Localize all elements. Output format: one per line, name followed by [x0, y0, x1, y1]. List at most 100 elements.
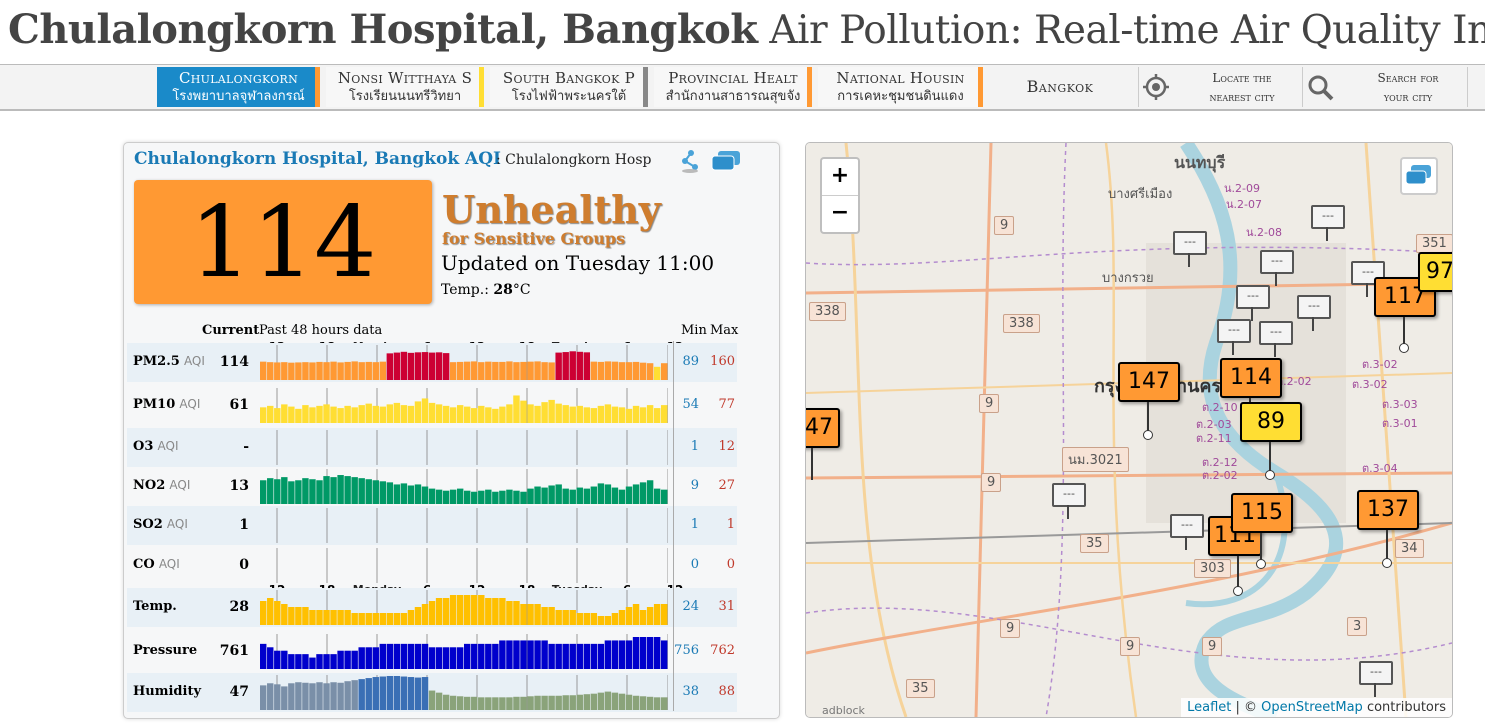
chart-bar — [295, 654, 302, 669]
chart-bar — [471, 595, 478, 625]
chart-bar — [520, 640, 527, 669]
marker-text: --- — [1260, 250, 1294, 274]
chart-bar — [393, 484, 401, 504]
chart-bar — [351, 650, 358, 669]
chart-bar — [379, 361, 387, 380]
history-chart — [260, 675, 668, 710]
nav-station-2[interactable]: South Bangkok P โรงไฟฟ้าพระนครใต้ — [490, 67, 648, 107]
chart-bar — [520, 361, 527, 380]
marker-value: 114 — [1220, 358, 1282, 398]
chart-bar — [639, 407, 647, 423]
chart-bar — [386, 482, 394, 504]
chart-bar — [485, 643, 492, 669]
chart-bar — [344, 650, 351, 669]
chart-bar — [414, 607, 422, 625]
district-label: ต.2-02 — [1276, 375, 1312, 388]
chart-bar — [435, 647, 443, 669]
row-current: 0 — [239, 557, 249, 573]
layers-icon[interactable] — [710, 149, 742, 173]
chart-bar — [358, 679, 365, 710]
chart-bar — [492, 361, 499, 380]
marker-dot — [1233, 586, 1243, 596]
chart-bar — [464, 643, 471, 669]
chart-bar — [421, 677, 429, 710]
route-shield: นม.3021 — [1062, 447, 1129, 472]
row-label-name: PM2.5 — [133, 354, 180, 369]
marker-dot — [1382, 558, 1392, 568]
chart-bar — [274, 684, 281, 710]
chart-bar — [407, 677, 415, 710]
chart-bar — [365, 647, 372, 669]
chart-bar — [660, 405, 668, 423]
nav-station-0[interactable]: Chulalongkorn โรงพยาบาลจุฬาลงกรณ์ — [157, 67, 320, 107]
row-max: 77 — [718, 397, 735, 412]
chart-bar — [569, 695, 576, 710]
chart-bar — [421, 398, 429, 423]
chart-bar — [541, 402, 548, 423]
row-label: SO2 AQI — [133, 517, 188, 532]
chart-bar — [597, 361, 605, 380]
nav-city-bangkok[interactable]: Bangkok — [985, 67, 1135, 107]
chart-bar — [562, 488, 569, 504]
chart-bar — [513, 395, 520, 423]
zoom-out-button[interactable]: − — [830, 200, 850, 225]
chart-bar — [618, 640, 626, 669]
aqi-level-sub: for Sensitive Groups — [442, 229, 626, 248]
chart-bar — [456, 696, 464, 710]
station-nav: Chulalongkorn โรงพยาบาลจุฬาลงกรณ์ Nonsi … — [0, 64, 1485, 111]
chart-bar — [555, 484, 562, 504]
nav-station-thai: โรงพยาบาลจุฬาลงกรณ์ — [172, 89, 305, 104]
chart-bar — [555, 643, 562, 669]
chart-bar — [653, 697, 661, 710]
search-city-button[interactable]: Search for your city — [1303, 67, 1468, 107]
chart-bar — [435, 352, 443, 380]
chart-bar — [456, 405, 464, 423]
nav-station-name: South Bangkok P — [502, 69, 636, 87]
history-chart — [260, 634, 668, 669]
chart-bar — [421, 486, 429, 504]
chart-bar — [400, 643, 408, 669]
osm-link[interactable]: OpenStreetMap — [1261, 700, 1363, 715]
chart-bar — [365, 403, 372, 423]
zoom-in-button[interactable]: + — [822, 159, 858, 196]
map-layers-button[interactable] — [1400, 157, 1438, 195]
chart-bar — [541, 607, 548, 625]
chart-bar — [372, 362, 379, 380]
route-shield: 338 — [1003, 314, 1040, 333]
nav-station-4[interactable]: National Housin การเคหะชุมชนดินแดง — [818, 67, 983, 107]
marker-stem — [1237, 556, 1239, 588]
chart-bar — [435, 598, 443, 625]
chart-bar — [421, 604, 429, 625]
chart-bar — [590, 361, 598, 380]
marker-stem — [1269, 442, 1271, 472]
nav-station-aqi-bar — [643, 67, 648, 107]
chart-bar — [625, 408, 633, 423]
pollutant-row: NO2 AQI 13 9 27 — [127, 467, 737, 506]
nav-station-1[interactable]: Nonsi Witthaya S โรงเรียนนนทรีวิทยา — [326, 67, 484, 107]
route-shield: 9 — [994, 216, 1015, 235]
chart-bar — [506, 361, 513, 380]
marker-text: --- — [1052, 483, 1086, 507]
map-panel[interactable]: + − นนทบุรี บางศรีเมือง บางกรวย กรุงเทพม… — [805, 142, 1453, 718]
chart-bar — [372, 647, 379, 669]
share-icon[interactable] — [679, 149, 701, 173]
chart-bar — [337, 408, 344, 423]
chart-bar — [548, 485, 555, 504]
locate-nearest-city-button[interactable]: Locate the nearest city — [1140, 67, 1302, 107]
district-label: น.2-09 — [1224, 182, 1260, 195]
row-label-name: SO2 — [133, 517, 163, 532]
nav-station-aqi-bar — [315, 67, 320, 107]
leaflet-link[interactable]: Leaflet — [1187, 700, 1232, 715]
pollutant-row: Temp. 28 24 31 — [127, 588, 737, 627]
chart-bar — [267, 405, 274, 423]
chart-bar — [527, 640, 534, 669]
history-chart — [276, 430, 668, 465]
chart-bar — [414, 643, 422, 669]
chart-bar — [267, 647, 274, 669]
chart-bar — [527, 361, 534, 380]
nav-station-3[interactable]: Provincial Healt สำนักงานสาธารณสุขจัง — [654, 67, 812, 107]
route-shield: 3 — [1347, 617, 1368, 636]
map-label-nonthaburi: นนทบุรี — [1174, 153, 1226, 172]
chart-bar — [288, 406, 295, 423]
marker-text: --- — [1173, 231, 1207, 255]
